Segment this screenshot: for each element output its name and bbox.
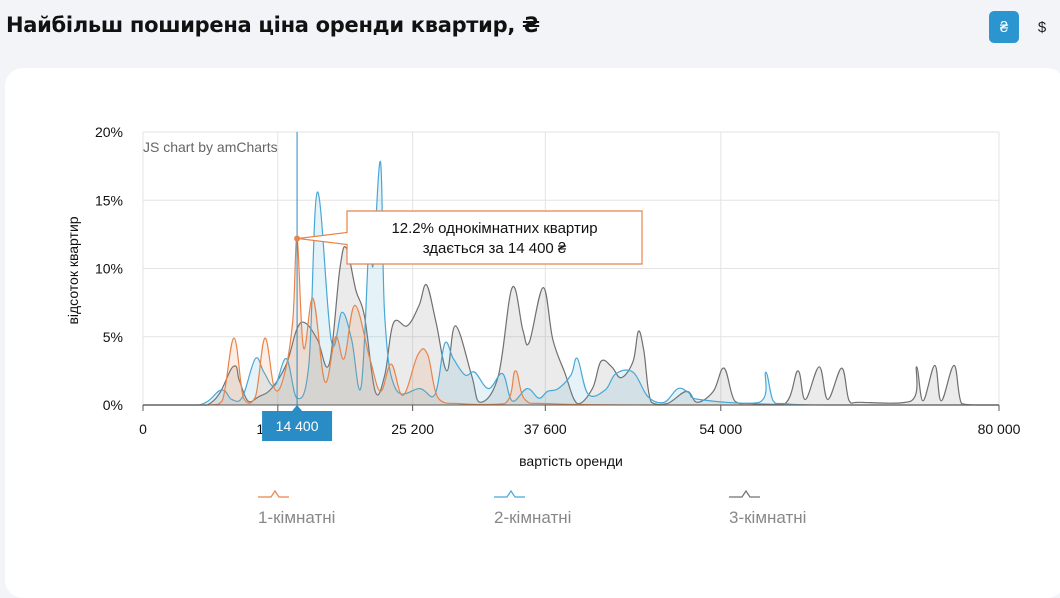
y-tick-label: 5% (103, 329, 123, 345)
series-1-room (143, 237, 999, 406)
series-area (143, 161, 999, 405)
page-title: Найбільш поширена ціна оренди квартир, ₴ (6, 13, 540, 37)
legend-item-1-room[interactable]: 1-кімнатні (258, 489, 335, 527)
grid-lines (142, 131, 1000, 406)
currency-uah-button[interactable]: ₴ (989, 11, 1019, 43)
x-tick-label: 0 (139, 421, 147, 437)
series-3-room (143, 246, 999, 406)
y-tick-label: 20% (95, 124, 123, 140)
tooltip: 12.2% однокімнатних квартир здається за … (298, 210, 643, 265)
y-tick-label: 0% (103, 397, 123, 413)
cursor-label-pointer (292, 405, 303, 411)
series-area (143, 246, 999, 405)
legend-marker (258, 489, 289, 498)
y-axis-title: відсоток квартир (65, 216, 81, 324)
page-header: Найбільш поширена ціна оренди квартир, ₴… (0, 0, 1060, 60)
series-layer (143, 161, 999, 406)
cursor-x-label-text: 14 400 (276, 418, 319, 434)
chart-card (5, 68, 1060, 598)
legend-label: 2-кімнатні (494, 508, 571, 527)
legend-item-3-room[interactable]: 3-кімнатні (729, 489, 806, 527)
y-tick-label: 15% (95, 192, 123, 208)
x-tick-label: 25 200 (391, 421, 434, 437)
x-tick-label: 80 000 (978, 421, 1021, 437)
legend-item-2-room[interactable]: 2-кімнатні (494, 489, 571, 527)
series-area (143, 238, 999, 405)
y-tick-label: 10% (95, 261, 123, 277)
tooltip-point (294, 235, 301, 242)
chart-svg[interactable]: JS chart by amCharts 0%5%10%15%20%012 60… (0, 0, 1060, 585)
series-line[interactable] (143, 246, 999, 406)
x-axis-title: вартість оренди (519, 453, 623, 469)
currency-usd-button[interactable]: $ (1037, 18, 1047, 36)
cursor-x-label: 14 400 (262, 405, 333, 441)
legend-marker (494, 489, 525, 498)
x-tick-label: 37 600 (524, 421, 567, 437)
x-tick-label: 54 000 (699, 421, 742, 437)
series-line[interactable] (143, 237, 999, 406)
legend-label: 3-кімнатні (729, 508, 806, 527)
chart-credit[interactable]: JS chart by amCharts (143, 139, 278, 155)
legend-marker (729, 489, 760, 498)
legend-label: 1-кімнатні (258, 508, 335, 527)
legend: 1-кімнатні 2-кімнатні 3-кімнатні (258, 489, 806, 527)
tooltip-line-2: здається за 14 400 ₴ (423, 240, 567, 257)
tooltip-line-1: 12.2% однокімнатних квартир (391, 220, 597, 237)
